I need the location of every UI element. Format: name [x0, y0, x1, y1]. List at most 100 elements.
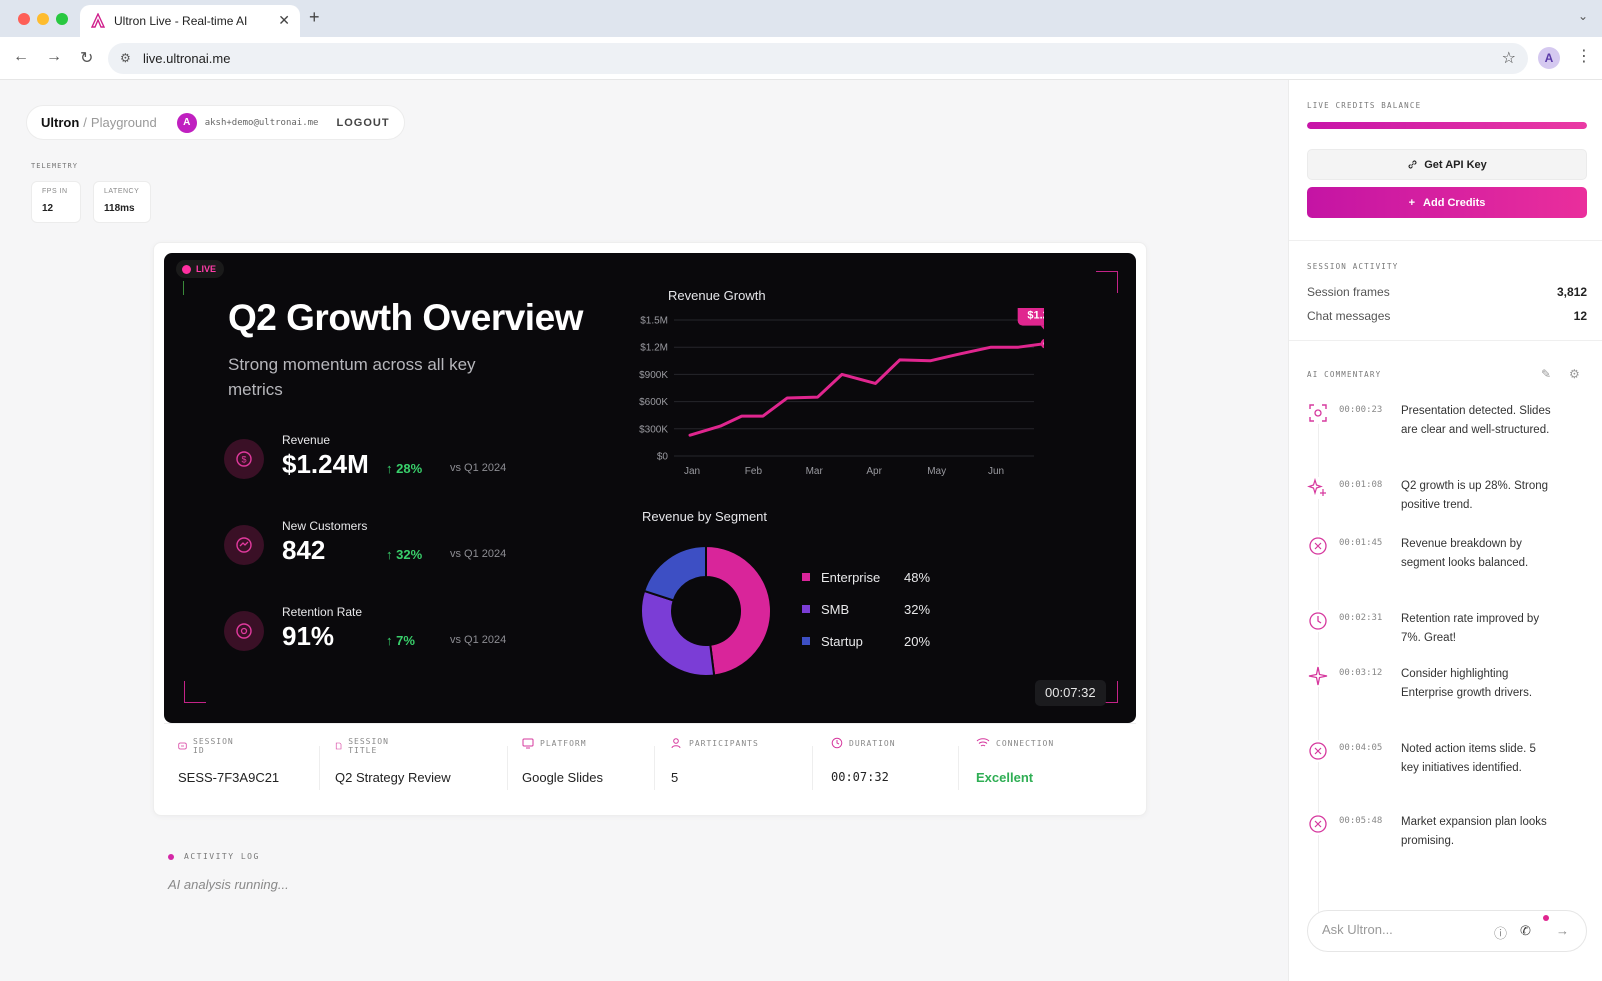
forward-arrow-icon[interactable]: → — [46, 48, 62, 65]
commentary-text: Q2 growth is up 28%. Strong positive tre… — [1401, 480, 1549, 511]
back-arrow-icon[interactable]: ← — [13, 48, 29, 65]
info-value: SESS-7F3A9C21 — [178, 770, 280, 785]
revenue-series-line — [688, 342, 1044, 437]
add-credits-button[interactable]: + Add Credits — [1307, 187, 1587, 218]
divider — [1289, 340, 1602, 341]
stat-label: Session frames — [1307, 285, 1390, 299]
slide-subtitle: Strong momentum across all key metrics — [228, 355, 476, 399]
divider — [958, 746, 959, 790]
x-tick-label: May — [927, 466, 946, 477]
site-settings-icon[interactable]: ⚙ — [120, 51, 131, 65]
frame-corner-bottom-left — [184, 681, 206, 703]
credits-balance-label: LIVE CREDITS BALANCE — [1307, 101, 1422, 110]
ask-ultron-input[interactable] — [1322, 922, 1482, 937]
divider — [1289, 240, 1602, 241]
metric-revenue: $ Revenue $1.24M ↑ 28% vs Q1 2024 — [224, 433, 544, 493]
browser-tab-bar: Ultron Live - Real-time AI ✕ + ⌄ — [0, 0, 1602, 37]
info-key: CONNECTION — [996, 738, 1055, 748]
ask-ultron-box: ⓘ ✆ → — [1307, 910, 1587, 952]
donut-slice-startup — [642, 544, 707, 602]
reload-icon[interactable]: ↻ — [80, 50, 94, 67]
settings-gear-icon[interactable]: ⚙ — [1569, 367, 1580, 381]
plus-icon: + — [1408, 196, 1416, 209]
tab-menu-chevron-icon[interactable]: ⌄ — [1577, 9, 1588, 23]
commentary-text: Retention rate improved by 7%. Great! — [1401, 613, 1540, 644]
connection-status: Excellent — [976, 770, 1034, 785]
svg-text:$: $ — [241, 455, 246, 465]
metric-label: Retention Rate — [282, 605, 363, 619]
metric-delta: ↑ 32% — [386, 547, 423, 562]
stat-value: 12 — [1573, 309, 1587, 323]
logout-button[interactable]: LOGOUT — [336, 116, 390, 129]
live-slide-preview: LIVE Q2 Growth Overview Strong momentum … — [164, 253, 1136, 723]
legend-label: Enterprise — [821, 570, 880, 585]
x-tick-label: Feb — [745, 466, 763, 477]
stat-label: Chat messages — [1307, 309, 1391, 323]
browser-menu-icon[interactable]: ⋮ — [1576, 48, 1592, 65]
metric-value: 842 — [282, 535, 326, 565]
url-field[interactable]: ⚙ live.ultronai.me ☆ — [108, 43, 1528, 74]
commentary-time: 00:00:23 — [1339, 405, 1383, 415]
clock-icon — [1307, 610, 1329, 632]
brand-name[interactable]: Ultron — [41, 115, 80, 130]
live-badge: LIVE — [176, 260, 225, 278]
tab-close-icon[interactable]: ✕ — [278, 12, 290, 28]
session-info-strip: SESSION ID SESS-7F3A9C21 SESSION TITLE Q… — [164, 723, 1136, 805]
legend-swatch — [802, 637, 810, 645]
address-bar: ← → ↻ ⚙ live.ultronai.me ☆ A ⋮ — [0, 37, 1602, 80]
ultron-logo-icon — [91, 13, 105, 28]
session-activity-label: SESSION ACTIVITY — [1307, 262, 1399, 271]
edit-icon[interactable]: ✎ — [1541, 367, 1552, 381]
customers-icon — [224, 525, 264, 565]
bookmark-star-icon[interactable]: ☆ — [1501, 50, 1516, 67]
activity-status-dot — [168, 854, 174, 860]
divider — [319, 746, 320, 790]
info-key: SESSION TITLE — [348, 737, 389, 755]
send-arrow-icon[interactable]: → — [1556, 923, 1569, 938]
slide-title: Q2 Growth Overview — [228, 297, 583, 338]
metric-label: Revenue — [282, 433, 331, 447]
info-key: DURATION — [849, 738, 896, 748]
link-icon — [1408, 160, 1417, 169]
get-api-key-button[interactable]: Get API Key — [1307, 149, 1587, 180]
live-dot — [182, 264, 191, 274]
info-key: PARTICIPANTS — [689, 738, 759, 748]
commentary-time: 00:02:31 — [1339, 613, 1383, 623]
legend-label: SMB — [821, 602, 849, 617]
target-icon — [1307, 813, 1329, 835]
session-timer: 00:07:32 — [1035, 680, 1106, 706]
document-icon — [335, 742, 342, 750]
activity-log-label: ACTIVITY LOG — [184, 852, 260, 861]
legend-swatch — [802, 605, 810, 613]
commentary-text: Revenue breakdown by segment looks balan… — [1401, 538, 1529, 569]
metric-retention-rate: Retention Rate 91% ↑ 7% vs Q1 2024 — [224, 605, 544, 665]
x-tick-label: Jun — [988, 466, 1004, 477]
credits-balance-fill — [1307, 122, 1587, 129]
info-value: 00:07:32 — [831, 770, 889, 784]
window-maximize-button[interactable] — [56, 13, 68, 25]
browser-tab[interactable]: Ultron Live - Real-time AI ✕ — [80, 5, 300, 37]
phone-icon[interactable]: ✆ — [1520, 923, 1531, 938]
commentary-time: 00:01:08 — [1339, 480, 1383, 490]
info-value: Q2 Strategy Review — [335, 770, 451, 785]
metric-comparison: vs Q1 2024 — [450, 634, 507, 646]
donut-slice-enterprise — [705, 544, 772, 677]
user-avatar[interactable]: A — [176, 112, 197, 133]
clock-icon — [831, 737, 843, 749]
metric-label: New Customers — [282, 519, 368, 533]
divider — [507, 746, 508, 790]
legend-value: 32% — [904, 602, 930, 617]
divider — [812, 746, 813, 790]
commentary-time: 00:01:45 — [1339, 538, 1383, 548]
new-tab-icon[interactable]: + — [309, 7, 320, 27]
breadcrumb-separator: / — [83, 115, 87, 130]
window-minimize-button[interactable] — [37, 13, 49, 25]
stat-chat-messages: Chat messages 12 — [1307, 309, 1587, 323]
fingerprint-icon — [178, 742, 187, 750]
browser-profile-avatar[interactable]: A — [1538, 47, 1560, 69]
window-close-button[interactable] — [18, 13, 30, 25]
value-callout-label: $1.24M — [1027, 310, 1044, 322]
telemetry-value: 118ms — [104, 203, 135, 214]
info-icon[interactable]: ⓘ — [1494, 926, 1508, 941]
y-tick-label: $900K — [639, 370, 668, 381]
